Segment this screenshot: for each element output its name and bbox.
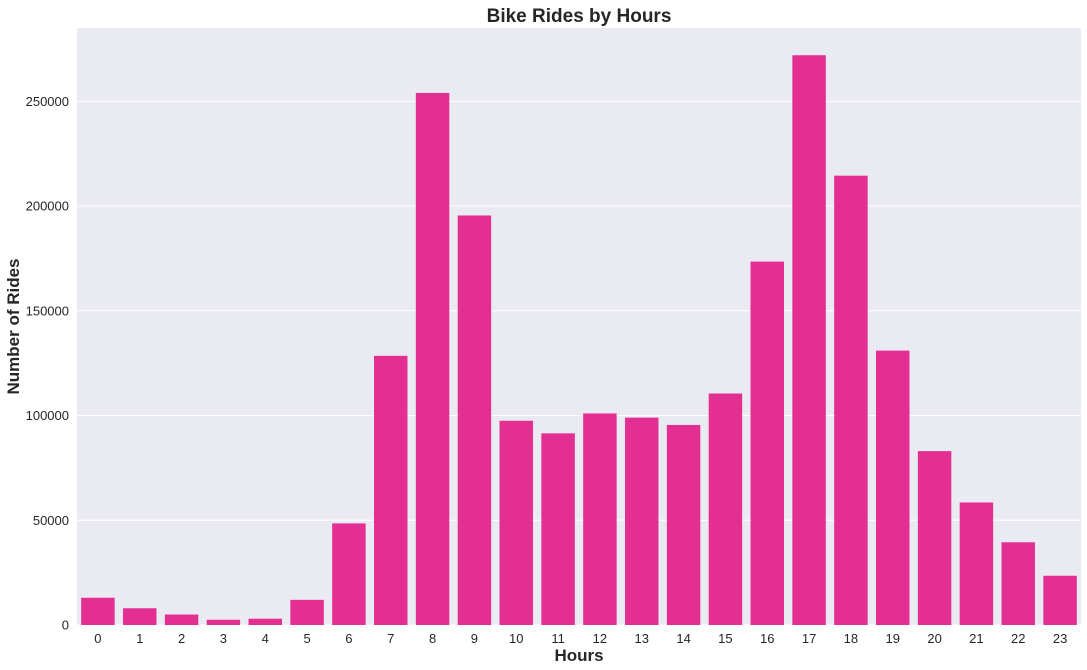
- y-axis-ticks: 0 50000 100000 150000 200000 250000: [26, 94, 69, 633]
- x-tick-label: 4: [262, 631, 269, 646]
- x-tick-label: 13: [635, 631, 649, 646]
- x-tick-label: 7: [387, 631, 394, 646]
- bar-hour-22: [1001, 542, 1035, 625]
- bar-hour-21: [959, 502, 994, 625]
- bar-hour-14: [666, 424, 701, 625]
- plot-area: [77, 28, 1081, 625]
- bar-hour-19: [876, 350, 910, 625]
- y-tick-label: 200000: [26, 199, 69, 214]
- x-tick-label: 16: [760, 631, 774, 646]
- y-tick-label: 250000: [26, 94, 69, 109]
- bar-hour-17: [792, 55, 826, 626]
- x-tick-label: 8: [429, 631, 436, 646]
- bar-hour-20: [917, 451, 952, 625]
- bar-hour-16: [750, 261, 784, 625]
- y-tick-label: 100000: [26, 408, 69, 423]
- x-tick-label: 12: [593, 631, 607, 646]
- x-tick-label: 20: [927, 631, 941, 646]
- bar-hour-11: [541, 433, 575, 625]
- bar-hour-15: [708, 393, 743, 625]
- x-axis-ticks: 0 1 2 3 4 5 6 7 8 9 10 11 12 13 14 15 16 17 18 19 20 21 22 23: [94, 631, 1067, 646]
- bar-hour-2: [164, 614, 199, 625]
- bar-hour-10: [499, 420, 533, 625]
- x-tick-label: 11: [551, 631, 565, 646]
- grid-lines: [77, 100, 1081, 626]
- bar-hour-5: [290, 599, 324, 625]
- bar-hour-4: [248, 618, 282, 625]
- x-tick-label: 5: [303, 631, 310, 646]
- bars: [81, 55, 1077, 626]
- x-tick-label: 10: [509, 631, 523, 646]
- x-tick-label: 18: [844, 631, 858, 646]
- x-tick-label: 23: [1053, 631, 1067, 646]
- x-tick-label: 0: [94, 631, 101, 646]
- x-tick-label: 21: [969, 631, 983, 646]
- chart-title: Bike Rides by Hours: [487, 6, 672, 27]
- x-tick-label: 15: [718, 631, 732, 646]
- y-tick-label: 50000: [33, 513, 69, 528]
- bar-hour-6: [332, 523, 366, 625]
- x-tick-label: 2: [178, 631, 185, 646]
- y-axis-title: Number of Rides: [4, 258, 23, 394]
- x-tick-label: 19: [886, 631, 900, 646]
- x-tick-label: 1: [136, 631, 143, 646]
- y-tick-label: 150000: [26, 303, 69, 318]
- bar-hour-18: [834, 175, 868, 625]
- bar-hour-8: [415, 92, 450, 626]
- bar-hour-3: [206, 619, 241, 625]
- x-tick-label: 17: [802, 631, 816, 646]
- bar-hour-12: [583, 413, 617, 625]
- x-axis-title: Hours: [554, 646, 603, 665]
- x-tick-label: 9: [471, 631, 478, 646]
- bar-hour-0: [81, 597, 115, 625]
- bar-hour-9: [457, 215, 492, 625]
- x-tick-label: 3: [220, 631, 227, 646]
- y-tick-label: 0: [62, 618, 69, 633]
- bar-hour-23: [1043, 575, 1077, 625]
- bar-hour-13: [625, 417, 659, 625]
- x-tick-label: 22: [1011, 631, 1025, 646]
- bar-hour-1: [123, 608, 157, 625]
- x-tick-label: 14: [676, 631, 690, 646]
- x-tick-label: 6: [345, 631, 352, 646]
- bar-hour-7: [374, 355, 408, 625]
